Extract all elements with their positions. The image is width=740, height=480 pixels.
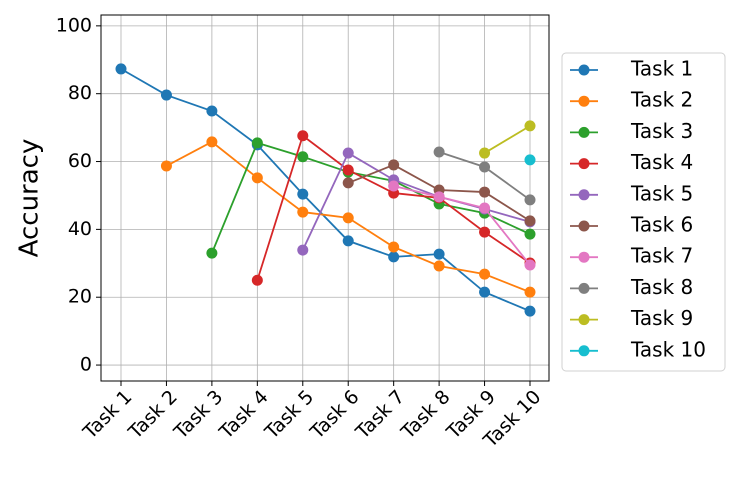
point [297, 130, 309, 142]
point [524, 194, 536, 206]
legend-marker [578, 220, 590, 232]
x-tick-label: Task 1 [78, 386, 136, 444]
legend-label: Task 4 [630, 150, 693, 174]
point [388, 251, 400, 263]
point [342, 164, 354, 176]
point [251, 274, 263, 286]
point [342, 147, 354, 159]
series-line [120, 68, 531, 312]
point [206, 105, 218, 117]
point [524, 305, 536, 317]
point [479, 226, 491, 238]
point [433, 260, 445, 272]
legend-label: Task 9 [630, 306, 693, 330]
point [388, 180, 400, 192]
point [297, 206, 309, 218]
legend-marker [578, 282, 590, 294]
point [388, 159, 400, 171]
x-tick-label: Task 5 [260, 386, 318, 444]
point [342, 177, 354, 189]
point [297, 188, 309, 200]
point [524, 215, 536, 227]
series-line [484, 125, 531, 154]
y-tick-label: 40 [68, 218, 92, 240]
point [342, 235, 354, 247]
point [433, 146, 445, 158]
x-tick-label: Task 2 [124, 386, 182, 444]
y-tick-label: 80 [68, 82, 92, 104]
point [479, 161, 491, 173]
x-tick-label: Task 6 [306, 386, 364, 444]
legend-label: Task 10 [630, 337, 706, 361]
point [206, 136, 218, 148]
y-axis-label: Accuracy [15, 139, 45, 258]
point [297, 151, 309, 163]
legend-label: Task 8 [630, 275, 693, 299]
point [479, 147, 491, 159]
legend-label: Task 3 [630, 119, 693, 143]
point [524, 120, 536, 132]
point [115, 63, 127, 75]
legend-label: Task 1 [630, 57, 693, 81]
y-tick-label: 60 [68, 150, 92, 172]
point [479, 186, 491, 198]
x-tick-label: Task 4 [215, 386, 273, 444]
point [160, 89, 172, 101]
point [479, 286, 491, 298]
legend-marker [578, 345, 590, 357]
point [206, 247, 218, 259]
legend-marker [578, 189, 590, 201]
series-line [301, 151, 531, 251]
legend-marker [578, 251, 590, 263]
legend-marker [578, 95, 590, 107]
x-tick-label: Task 7 [351, 386, 409, 444]
legend-frame [561, 52, 726, 372]
point [524, 228, 536, 240]
point [524, 259, 536, 271]
series-line [393, 185, 531, 266]
point [479, 202, 491, 214]
legend-label: Task 7 [630, 244, 693, 268]
x-tick-label: Task 3 [169, 386, 227, 444]
legend-label: Task 5 [630, 181, 693, 205]
legend-marker [578, 314, 590, 326]
point [433, 191, 445, 203]
point [433, 248, 445, 260]
y-tick-label: 20 [68, 286, 92, 308]
y-tick-label: 100 [56, 14, 92, 36]
point [251, 172, 263, 184]
legend-marker [578, 126, 590, 138]
legend-marker [578, 158, 590, 170]
legend-label: Task 6 [630, 213, 693, 237]
plot-frame [100, 14, 550, 382]
point [479, 268, 491, 280]
x-tick-label: Task 8 [396, 386, 454, 444]
legend-marker [578, 64, 590, 76]
point [342, 212, 354, 224]
point [524, 286, 536, 298]
point [524, 154, 536, 166]
y-tick-label: 0 [80, 354, 92, 376]
series-line [211, 141, 531, 254]
legend-label: Task 2 [630, 88, 693, 112]
point [388, 241, 400, 253]
point [160, 160, 172, 172]
point [251, 137, 263, 149]
point [297, 244, 309, 256]
